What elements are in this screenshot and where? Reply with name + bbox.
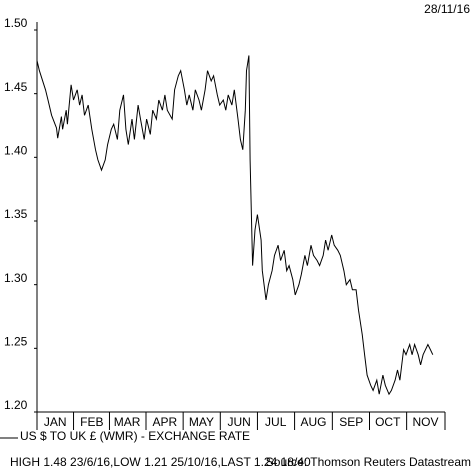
price-line — [36, 55, 434, 396]
x-tick-label: MAR — [114, 415, 141, 429]
y-tick-label: 1.45 — [4, 80, 28, 94]
x-tick-label: JUN — [228, 415, 251, 429]
source-note: Source: Thomson Reuters Datastream — [266, 455, 471, 469]
x-tick-label: MAY — [189, 415, 214, 429]
y-tick-label: 1.20 — [4, 398, 28, 412]
x-tick-label: AUG — [300, 415, 326, 429]
footer-stats: HIGH 1.48 23/6/16,LOW 1.21 25/10/16,LAST… — [10, 455, 311, 469]
legend-label: US $ TO UK £ (WMR) - EXCHANGE RATE — [20, 429, 250, 443]
x-tick-label: OCT — [375, 415, 401, 429]
x-tick-label: FEB — [80, 415, 103, 429]
y-tick-label: 1.50 — [4, 16, 28, 30]
x-tick-label: SEP — [339, 415, 363, 429]
x-tick-label: JAN — [44, 415, 67, 429]
x-tick-label: APR — [153, 415, 178, 429]
chart-date: 28/11/16 — [424, 2, 470, 16]
y-tick-label: 1.25 — [4, 335, 28, 349]
x-tick-label: JUL — [265, 415, 287, 429]
x-tick-label: NOV — [413, 415, 439, 429]
y-tick-label: 1.40 — [4, 144, 28, 158]
y-tick-label: 1.30 — [4, 271, 28, 285]
y-tick-label: 1.35 — [4, 207, 28, 221]
